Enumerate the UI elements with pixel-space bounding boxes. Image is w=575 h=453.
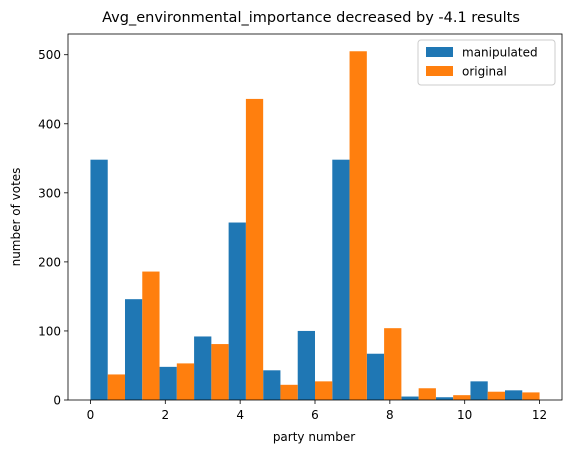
x-tick-label: 8	[386, 408, 394, 422]
y-axis-label: number of votes	[9, 168, 23, 267]
legend: manipulated original	[417, 39, 556, 86]
legend-swatch-manipulated	[426, 47, 453, 57]
bar-manipulated-2	[159, 366, 177, 400]
x-tick-label: 12	[532, 408, 547, 422]
x-axis-label: party number	[273, 430, 355, 444]
bar-manipulated-0	[90, 159, 108, 400]
x-tick-label: 10	[457, 408, 472, 422]
bar-manipulated-1	[124, 299, 143, 400]
bar-manipulated-4	[228, 222, 246, 400]
bar-original-4	[245, 98, 264, 400]
bar-original-0	[107, 374, 125, 400]
bar-manipulated-3	[194, 336, 212, 400]
y-tick-label: 0	[53, 394, 61, 408]
bar-original-8	[384, 328, 402, 400]
bar-original-11	[487, 391, 506, 400]
bar-original-10	[453, 395, 471, 400]
bar-manipulated-7	[332, 159, 350, 400]
bar-original-3	[211, 344, 229, 400]
bar-manipulated-6	[297, 330, 315, 400]
bar-manipulated-11	[470, 381, 488, 400]
y-tick-label: 100	[38, 324, 61, 338]
ticks-group: 0 2 4 6 8 10 12 0 100 200 300 400 500	[38, 48, 547, 422]
bar-original-6	[315, 381, 333, 400]
legend-label-original: original	[462, 65, 507, 79]
bar-manipulated-10	[435, 397, 454, 400]
legend-swatch-original	[426, 66, 453, 76]
bar-original-5	[280, 384, 298, 400]
bar-manipulated-12	[505, 390, 523, 400]
chart-title: Avg_environmental_importance decreased b…	[102, 10, 520, 26]
y-tick-label: 300	[38, 186, 61, 200]
plot-frame	[67, 33, 563, 401]
bar-manipulated-9	[401, 396, 419, 400]
x-tick-label: 6	[311, 408, 319, 422]
y-tick-label: 400	[38, 117, 61, 131]
bar-original-2	[176, 363, 195, 400]
bar-original-7	[349, 51, 367, 400]
legend-label-manipulated: manipulated	[462, 46, 538, 60]
bar-original-12	[522, 392, 540, 400]
bar-original-9	[418, 388, 436, 400]
bar-manipulated-8	[366, 353, 385, 400]
y-tick-label: 200	[38, 255, 61, 269]
bar-manipulated-5	[263, 370, 281, 400]
x-tick-label: 0	[87, 408, 95, 422]
x-tick-label: 4	[236, 408, 244, 422]
bars-group	[90, 51, 540, 400]
bar-original-1	[142, 271, 160, 400]
x-tick-label: 2	[161, 408, 169, 422]
y-tick-label: 500	[38, 48, 61, 62]
